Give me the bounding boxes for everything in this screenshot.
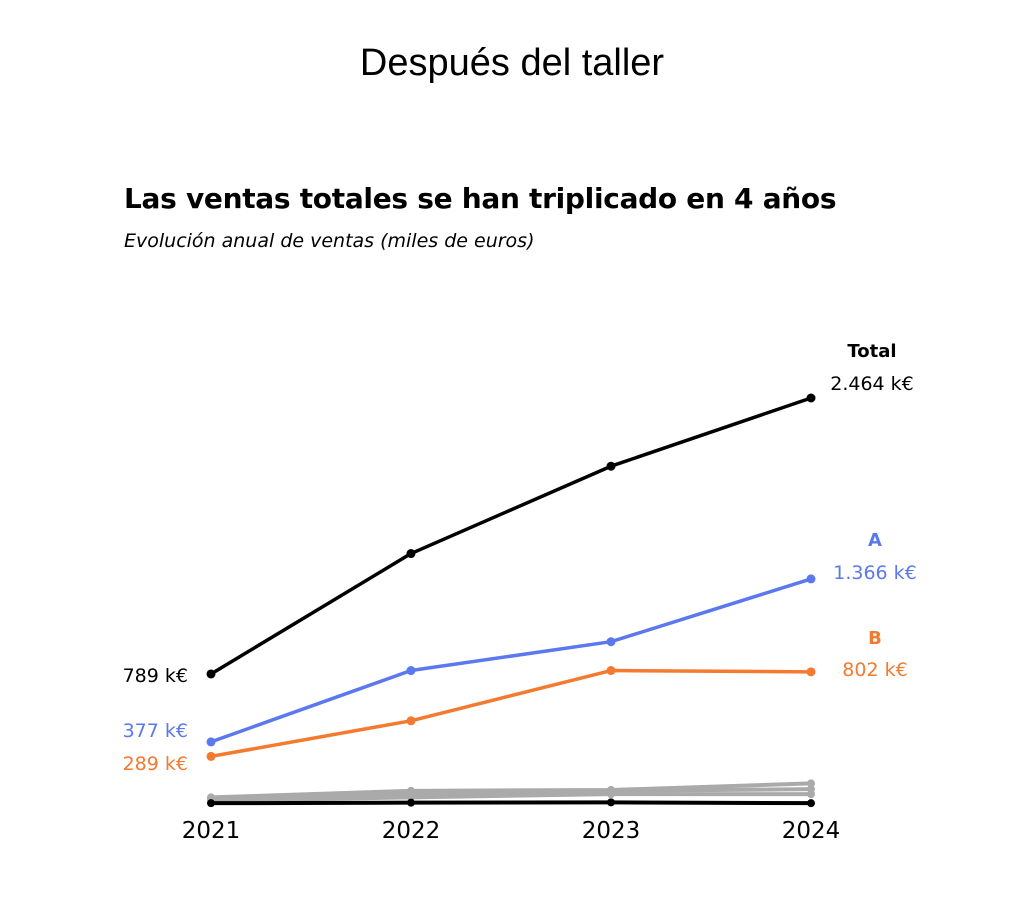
- data-point-a-2022: [406, 666, 416, 676]
- x-tick-label-2023: 2023: [582, 818, 641, 844]
- series-line-other-3: [209, 781, 813, 800]
- series-line-other-4: [209, 787, 813, 802]
- chart-title: Las ventas totales se han triplicado en …: [124, 182, 837, 215]
- data-point-total-2024: [806, 393, 816, 403]
- data-point-other-6-2022: [407, 798, 415, 807]
- data-point-a-2024: [806, 574, 816, 584]
- start-value-label-total: 789 k€: [123, 665, 188, 687]
- series-line-b: [209, 668, 813, 759]
- data-point-other-5-2024: [807, 790, 815, 799]
- x-tick-label-2021: 2021: [182, 818, 241, 844]
- data-point-other-6-2023: [607, 798, 615, 807]
- data-point-a-2021: [206, 737, 216, 747]
- data-point-b-2023: [606, 666, 616, 676]
- data-point-other-6-2021: [207, 799, 215, 808]
- x-tick-label-2024: 2024: [782, 818, 841, 844]
- data-point-a-2023: [606, 637, 616, 647]
- data-point-b-2021: [206, 751, 216, 761]
- series-name-total: Total: [847, 341, 896, 362]
- data-point-other-5-2023: [607, 790, 615, 799]
- start-value-label-b: 289 k€: [123, 753, 188, 775]
- data-point-other-6-2024: [807, 799, 815, 808]
- chart-subtitle: Evolución anual de ventas (miles de euro…: [124, 230, 535, 252]
- end-value-label-total: 2.464 k€: [830, 373, 914, 395]
- series-name-a: A: [868, 530, 882, 551]
- series-line-a: [209, 577, 813, 744]
- data-point-total-2021: [206, 669, 216, 679]
- start-value-label-a: 377 k€: [123, 720, 188, 742]
- end-value-label-a: 1.366 k€: [833, 562, 917, 584]
- series-line-total: [209, 396, 813, 676]
- data-point-total-2023: [606, 461, 616, 471]
- series-line-other-6: [209, 800, 813, 806]
- series-line-other-5: [209, 792, 813, 803]
- data-point-total-2022: [406, 549, 416, 559]
- x-tick-label-2022: 2022: [382, 818, 441, 844]
- data-point-b-2022: [406, 716, 416, 726]
- data-point-other-3-2024: [807, 779, 815, 788]
- series-name-b: B: [868, 628, 882, 649]
- page-title: Después del taller: [359, 42, 665, 84]
- end-value-label-b: 802 k€: [842, 659, 907, 681]
- data-point-b-2024: [806, 667, 816, 677]
